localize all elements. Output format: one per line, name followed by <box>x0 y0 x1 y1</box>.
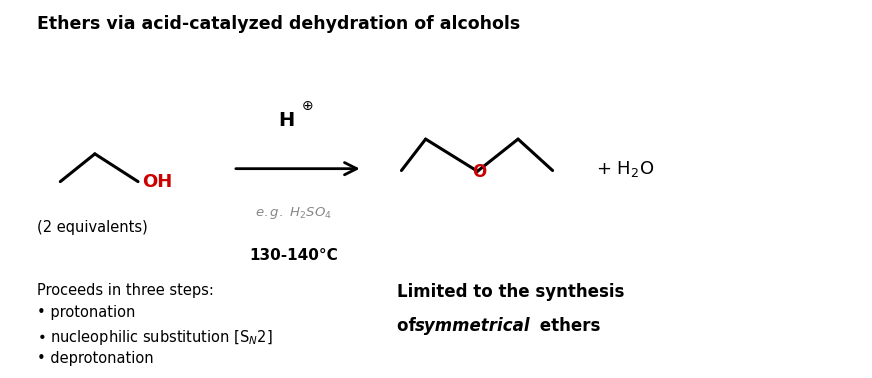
Text: H: H <box>278 111 294 130</box>
Text: Proceeds in three steps:: Proceeds in three steps: <box>37 283 214 298</box>
Text: symmetrical: symmetrical <box>415 316 531 335</box>
Text: Limited to the synthesis: Limited to the synthesis <box>397 283 624 301</box>
Text: O: O <box>472 163 487 181</box>
Text: $\it{e.g.\ H_2SO_4}$: $\it{e.g.\ H_2SO_4}$ <box>255 205 332 221</box>
Text: OH: OH <box>142 174 173 191</box>
Text: 130-140°C: 130-140°C <box>249 248 337 263</box>
Text: + H$_2$O: + H$_2$O <box>596 159 654 179</box>
Text: ethers: ethers <box>535 316 601 335</box>
Text: Ethers via acid-catalyzed dehydration of alcohols: Ethers via acid-catalyzed dehydration of… <box>37 15 521 33</box>
Text: of: of <box>397 316 422 335</box>
Text: ⊕: ⊕ <box>302 99 314 113</box>
Text: (2 equivalents): (2 equivalents) <box>37 220 147 235</box>
Text: • nucleophilic substitution [S$_N$2]: • nucleophilic substitution [S$_N$2] <box>37 328 273 347</box>
Text: • protonation: • protonation <box>37 305 135 321</box>
Text: • deprotonation: • deprotonation <box>37 351 153 366</box>
